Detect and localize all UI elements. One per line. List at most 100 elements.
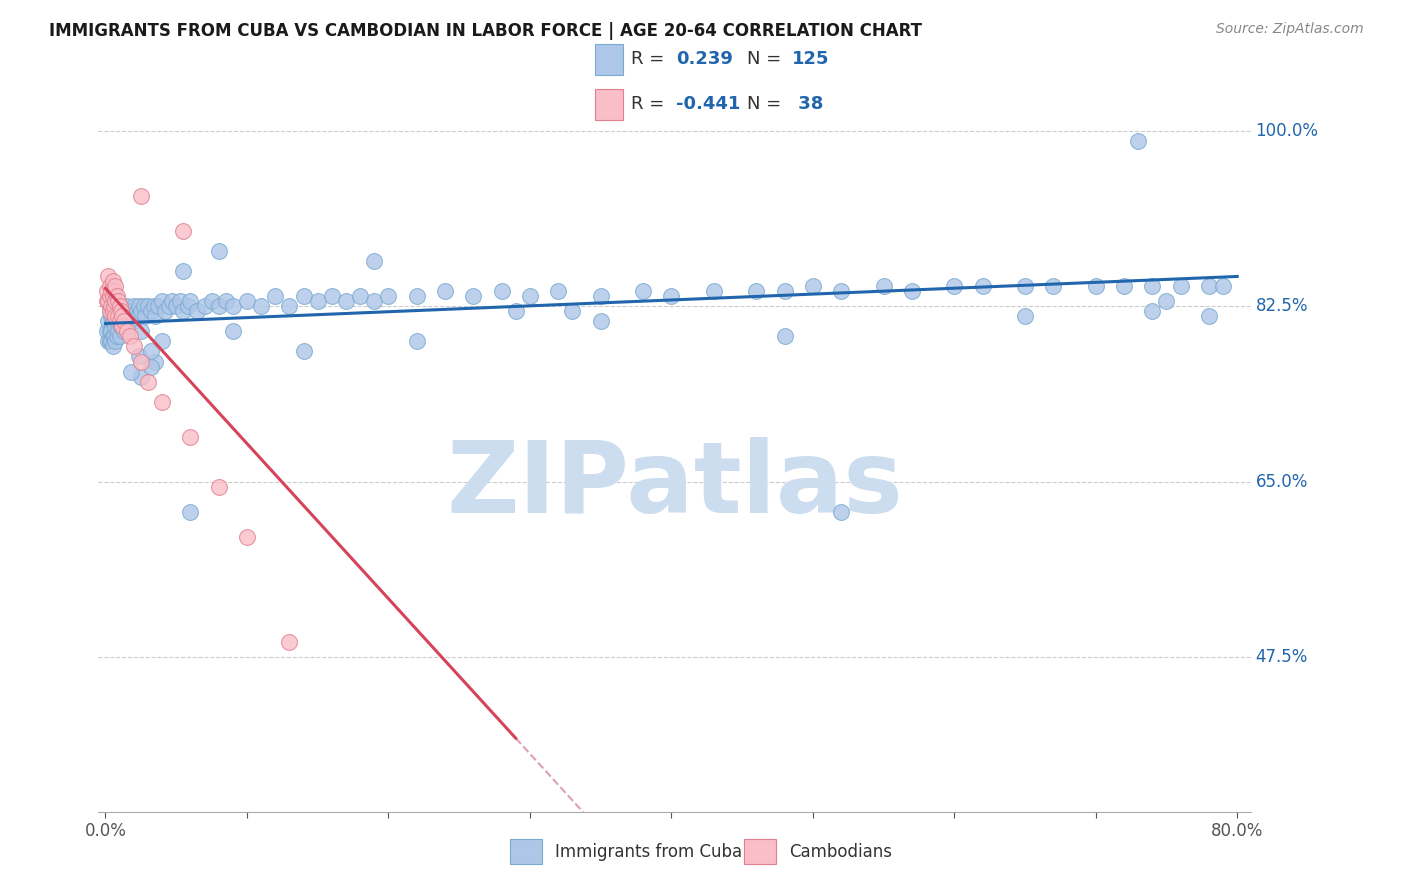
Point xyxy=(773,329,796,343)
Point xyxy=(108,300,131,314)
Point xyxy=(193,300,215,314)
Point xyxy=(146,300,169,314)
Point xyxy=(115,325,138,339)
Point xyxy=(122,339,145,353)
Point xyxy=(1042,279,1064,293)
Point xyxy=(505,304,527,318)
Point xyxy=(1014,279,1036,293)
Point xyxy=(801,279,824,293)
Point xyxy=(101,304,124,318)
Point xyxy=(103,329,125,343)
Point xyxy=(128,350,150,364)
Point xyxy=(107,325,129,339)
Point xyxy=(104,319,127,334)
Point xyxy=(129,189,152,203)
Point xyxy=(103,285,125,299)
Point xyxy=(1142,304,1164,318)
Point xyxy=(176,300,198,314)
Point xyxy=(165,300,187,314)
Point xyxy=(872,279,894,293)
Point xyxy=(112,314,135,328)
Point xyxy=(631,285,654,299)
Point xyxy=(118,310,141,324)
Point xyxy=(150,334,173,349)
Point xyxy=(121,310,143,324)
Point xyxy=(179,429,201,443)
Point xyxy=(100,310,122,324)
Point xyxy=(972,279,994,293)
Point xyxy=(250,300,273,314)
Bar xyxy=(510,839,541,864)
Point xyxy=(186,304,208,318)
Point xyxy=(101,275,124,289)
Point xyxy=(98,304,121,318)
Point xyxy=(104,334,127,349)
Point xyxy=(129,304,152,318)
Point xyxy=(104,310,127,324)
Point xyxy=(519,289,541,303)
Point xyxy=(103,300,125,314)
Text: 65.0%: 65.0% xyxy=(1256,473,1308,491)
Point xyxy=(1212,279,1234,293)
Point xyxy=(139,304,162,318)
Point xyxy=(100,325,122,339)
Point xyxy=(1112,279,1135,293)
Point xyxy=(105,329,128,343)
Point xyxy=(110,304,132,318)
Point xyxy=(150,294,173,309)
Point xyxy=(349,289,371,303)
Point xyxy=(561,304,583,318)
Point xyxy=(97,314,120,328)
Point xyxy=(112,325,135,339)
Point xyxy=(107,294,129,309)
Point xyxy=(108,314,131,328)
Point xyxy=(1128,135,1150,149)
Point xyxy=(98,334,121,349)
Point xyxy=(100,285,122,299)
Point xyxy=(830,505,852,519)
Text: R =: R = xyxy=(631,50,671,68)
Bar xyxy=(595,44,623,75)
Point xyxy=(236,530,259,544)
Point xyxy=(292,289,315,303)
Text: -0.441: -0.441 xyxy=(676,95,741,113)
Point xyxy=(321,289,343,303)
Text: IMMIGRANTS FROM CUBA VS CAMBODIAN IN LABOR FORCE | AGE 20-64 CORRELATION CHART: IMMIGRANTS FROM CUBA VS CAMBODIAN IN LAB… xyxy=(49,22,922,40)
Point xyxy=(115,314,138,328)
Point xyxy=(97,269,120,284)
Point xyxy=(179,505,201,519)
Point xyxy=(773,285,796,299)
Point xyxy=(120,364,142,378)
Point xyxy=(136,375,159,389)
Point xyxy=(745,285,768,299)
Point xyxy=(157,300,180,314)
Point xyxy=(405,289,427,303)
Point xyxy=(222,325,245,339)
Point xyxy=(1170,279,1192,293)
Point xyxy=(107,304,129,318)
Point xyxy=(208,479,231,493)
Point xyxy=(160,294,183,309)
Point xyxy=(105,289,128,303)
Point xyxy=(122,300,145,314)
Point xyxy=(105,304,128,318)
Point xyxy=(405,334,427,349)
Point xyxy=(1156,294,1178,309)
Point xyxy=(98,289,121,303)
Point xyxy=(120,304,142,318)
Point xyxy=(703,285,725,299)
Point xyxy=(122,314,145,328)
Point xyxy=(117,304,139,318)
Point xyxy=(111,304,134,318)
Text: Immigrants from Cuba: Immigrants from Cuba xyxy=(555,843,742,861)
Point xyxy=(108,300,131,314)
Point xyxy=(101,304,124,318)
Point xyxy=(264,289,287,303)
Point xyxy=(103,314,125,328)
Text: 100.0%: 100.0% xyxy=(1256,122,1319,140)
Point xyxy=(108,329,131,343)
Text: N =: N = xyxy=(747,50,786,68)
Point xyxy=(150,394,173,409)
Point xyxy=(143,354,166,368)
Text: ZIPatlas: ZIPatlas xyxy=(447,437,903,534)
